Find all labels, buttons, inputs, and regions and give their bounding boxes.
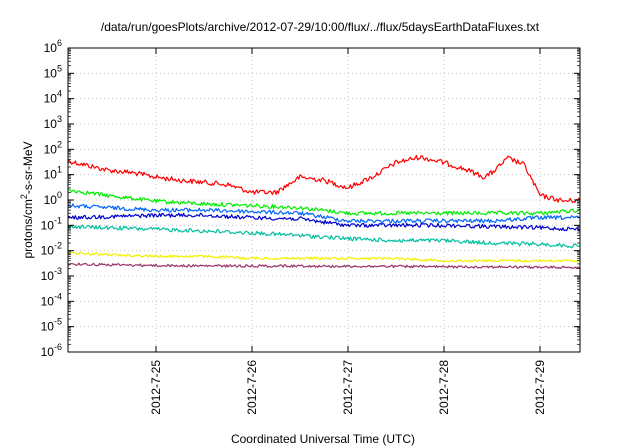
- y-tick-label: 10-3: [41, 266, 62, 283]
- y-axis-label: protons/cm2-s-sr-MeV: [19, 141, 35, 258]
- x-tick-label: 2012-7-27: [341, 360, 355, 415]
- y-tick-label: 10-4: [41, 291, 62, 308]
- x-tick-label: 2012-7-25: [149, 360, 163, 415]
- x-tick-label: 2012-7-29: [533, 360, 547, 415]
- axis-ticks: [68, 47, 580, 353]
- y-tick-label: 10-2: [41, 241, 62, 258]
- series-line: [67, 188, 581, 216]
- grid-lines: [68, 48, 580, 352]
- y-tick-label: 106: [44, 38, 62, 55]
- series-line: [67, 224, 580, 249]
- y-tick-label: 10-5: [41, 317, 62, 334]
- y-tick-label: 103: [44, 114, 62, 131]
- x-axis: Coordinated Universal Time (UTC) 2012-7-…: [149, 360, 547, 446]
- series-line: [67, 154, 581, 203]
- series-line: [67, 203, 581, 224]
- y-tick-label: 104: [44, 89, 62, 106]
- y-tick-label: 102: [44, 139, 62, 156]
- x-tick-label: 2012-7-26: [245, 360, 259, 415]
- chart-title: /data/run/goesPlots/archive/2012-07-29/1…: [100, 20, 540, 34]
- y-tick-label: 10-1: [41, 215, 62, 232]
- series-line: [67, 251, 581, 263]
- y-axis: 10-6 10-5 10-4 10-3 10-2 10-1 100 101 102 103 104 1…: [19, 38, 62, 359]
- series-line: [67, 262, 581, 270]
- x-tick-label: 2012-7-28: [437, 360, 451, 415]
- y-tick-label: 105: [44, 63, 62, 80]
- y-tick-label: 101: [44, 165, 62, 182]
- y-tick-label: 10-6: [41, 342, 62, 359]
- series-line: [67, 212, 581, 232]
- y-tick-label: 100: [44, 190, 62, 207]
- x-axis-label: Coordinated Universal Time (UTC): [231, 432, 415, 446]
- series-lines: [67, 154, 581, 270]
